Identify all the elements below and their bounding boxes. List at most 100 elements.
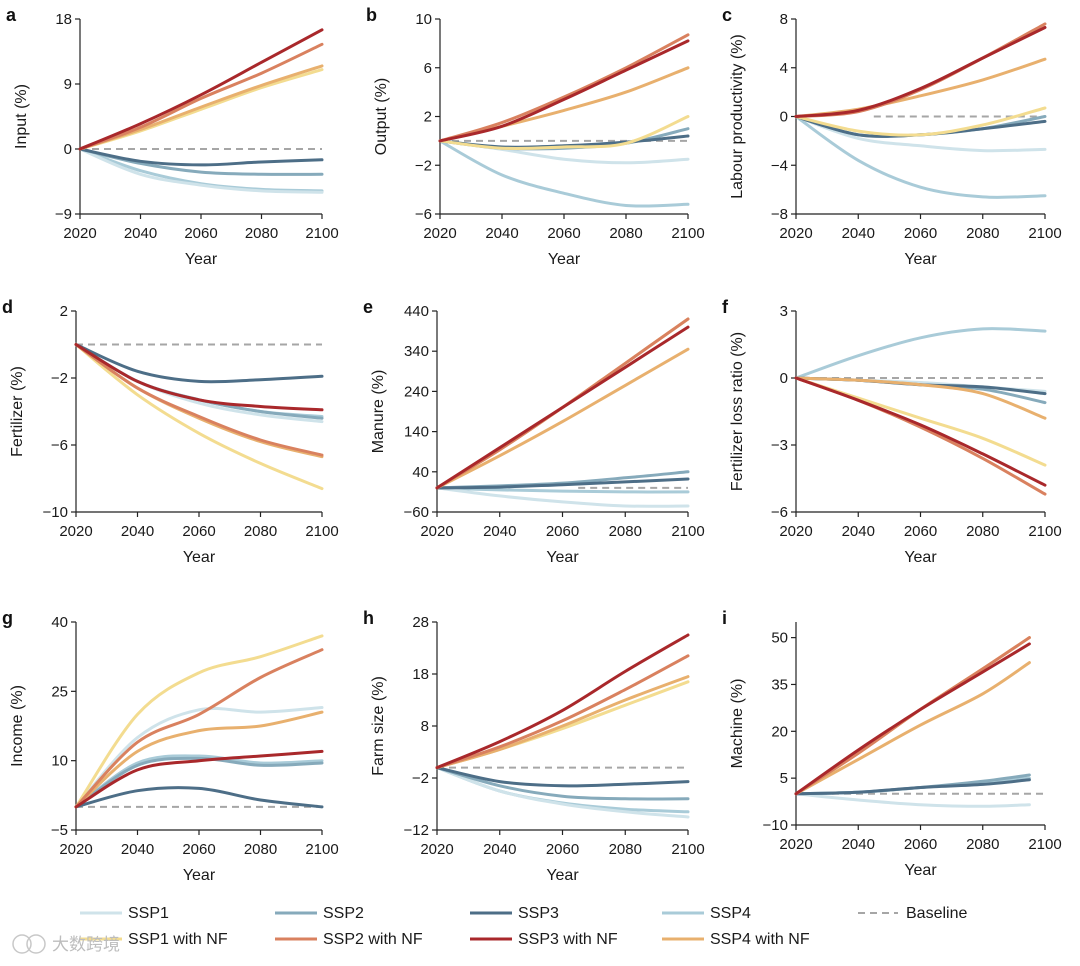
x-axis-label: Year	[185, 251, 218, 268]
x-axis-label: Year	[183, 549, 216, 566]
legend-label: SSP4 with NF	[710, 931, 810, 948]
y-tick-label: −6	[51, 437, 68, 454]
series-line-ssp3	[74, 343, 324, 384]
panel-label: g	[2, 608, 13, 628]
panel-label: f	[722, 297, 729, 317]
series-line-ssp3nf	[794, 26, 1047, 118]
x-tick-label: 2020	[63, 225, 96, 242]
legend-label: SSP2 with NF	[323, 931, 423, 948]
x-tick-label: 2040	[483, 841, 516, 858]
legend-item-ssp3: SSP3	[470, 905, 559, 922]
x-tick-label: 2060	[546, 841, 579, 858]
panel-d: 2 −2 −6 −10 2020 2040 2060 2080 2100 Year Fertiliz…	[2, 297, 339, 566]
y-tick-label: −9	[55, 206, 72, 223]
x-tick-label: 2040	[842, 836, 875, 853]
x-axis-label: Year	[904, 251, 937, 268]
y-tick-label: 9	[64, 76, 72, 93]
series-line-ssp1nf	[74, 343, 324, 491]
legend-label: SSP1	[128, 905, 169, 922]
series-line-ssp1	[794, 792, 1031, 808]
x-tick-label: 2080	[244, 841, 277, 858]
legend: SSP1 SSP2 SSP3 SSP4 Baseline SSP1 with NF SSP2…	[80, 905, 967, 948]
y-tick-label: −6	[771, 504, 788, 521]
legend-label: Baseline	[906, 905, 967, 922]
y-tick-label: 35	[771, 676, 788, 693]
y-tick-label: 50	[771, 630, 788, 647]
series-line-ssp4	[794, 327, 1047, 380]
panel-label: d	[2, 297, 13, 317]
series-line-ssp3nf	[74, 749, 324, 809]
series-line-ssp2nf	[78, 42, 324, 151]
y-tick-label: 5	[780, 770, 788, 787]
x-tick-label: 2040	[124, 225, 157, 242]
series-line-ssp4nf	[74, 710, 324, 809]
x-axis-label: Year	[546, 867, 579, 884]
series-line-ssp4	[794, 115, 1047, 199]
y-tick-label: 240	[404, 383, 429, 400]
legend-item-ssp1nf: SSP1 with NF	[80, 931, 228, 948]
y-tick-label: 340	[404, 343, 429, 360]
x-tick-label: 2040	[842, 523, 875, 540]
panel-label: c	[722, 5, 732, 25]
y-tick-label: 3	[780, 303, 788, 320]
y-tick-label: −3	[771, 437, 788, 454]
y-tick-label: 2	[60, 303, 68, 320]
y-tick-label: 40	[51, 614, 68, 631]
panel-label: h	[363, 608, 374, 628]
x-tick-label: 2040	[485, 225, 518, 242]
series-line-ssp1nf	[438, 115, 690, 151]
x-tick-label: 2020	[420, 523, 453, 540]
series-line-ssp4nf	[794, 661, 1031, 796]
y-tick-label: −8	[771, 206, 788, 223]
series-line-ssp1	[74, 706, 324, 809]
y-tick-label: 0	[780, 370, 788, 387]
legend-item-ssp4: SSP4	[662, 905, 751, 922]
legend-label: SSP1 with NF	[128, 931, 228, 948]
panel-i: 50 35 20 5 −10 2020 2040 2060 2080 2100 Year Machin…	[722, 608, 1062, 879]
y-tick-label: 440	[404, 303, 429, 320]
series-line-ssp3nf	[74, 343, 324, 412]
x-tick-label: 2060	[182, 523, 215, 540]
x-tick-label: 2040	[483, 523, 516, 540]
x-tick-label: 2100	[1028, 523, 1061, 540]
y-tick-label: 18	[412, 666, 429, 683]
y-tick-label: −2	[412, 770, 429, 787]
y-tick-label: 140	[404, 424, 429, 441]
series-line-ssp2nf	[74, 648, 324, 809]
series-line-ssp1	[794, 115, 1047, 153]
x-tick-label: 2020	[779, 836, 812, 853]
legend-label: SSP2	[323, 905, 364, 922]
legend-item-ssp2nf: SSP2 with NF	[275, 931, 423, 948]
series-line-ssp4nf	[435, 675, 690, 770]
x-tick-label: 2080	[244, 523, 277, 540]
y-axis-label: Output (%)	[373, 78, 390, 155]
series-line-ssp3	[435, 477, 690, 490]
series-line-ssp2nf	[435, 654, 690, 770]
x-axis-label: Year	[904, 549, 937, 566]
x-tick-label: 2060	[546, 523, 579, 540]
y-axis-label: Income (%)	[9, 685, 26, 767]
y-tick-label: −12	[404, 822, 429, 839]
y-axis-label: Input (%)	[13, 84, 30, 149]
series-line-ssp3nf	[794, 642, 1031, 796]
series-line-ssp4nf	[435, 347, 690, 490]
series-line-ssp3nf	[438, 39, 690, 143]
x-tick-label: 2080	[966, 523, 999, 540]
y-axis-label: Fertilizer loss ratio (%)	[729, 332, 746, 491]
y-axis-label: Manure (%)	[370, 370, 387, 454]
y-axis-label: Labour productivity (%)	[729, 34, 746, 199]
x-tick-label: 2080	[245, 225, 278, 242]
x-tick-label: 2020	[420, 841, 453, 858]
panel-f: 3 0 −3 −6 2020 2040 2060 2080 2100 Year Fertilizer…	[722, 297, 1062, 566]
x-tick-label: 2040	[121, 841, 154, 858]
x-axis-label: Year	[548, 251, 581, 268]
legend-item-ssp3nf: SSP3 with NF	[470, 931, 618, 948]
y-tick-label: 8	[421, 718, 429, 735]
y-axis-label: Farm size (%)	[370, 676, 387, 776]
series-line-ssp4	[435, 486, 690, 494]
y-tick-label: 0	[64, 141, 72, 158]
legend-label: SSP3	[518, 905, 559, 922]
legend-item-ssp4nf: SSP4 with NF	[662, 931, 810, 948]
